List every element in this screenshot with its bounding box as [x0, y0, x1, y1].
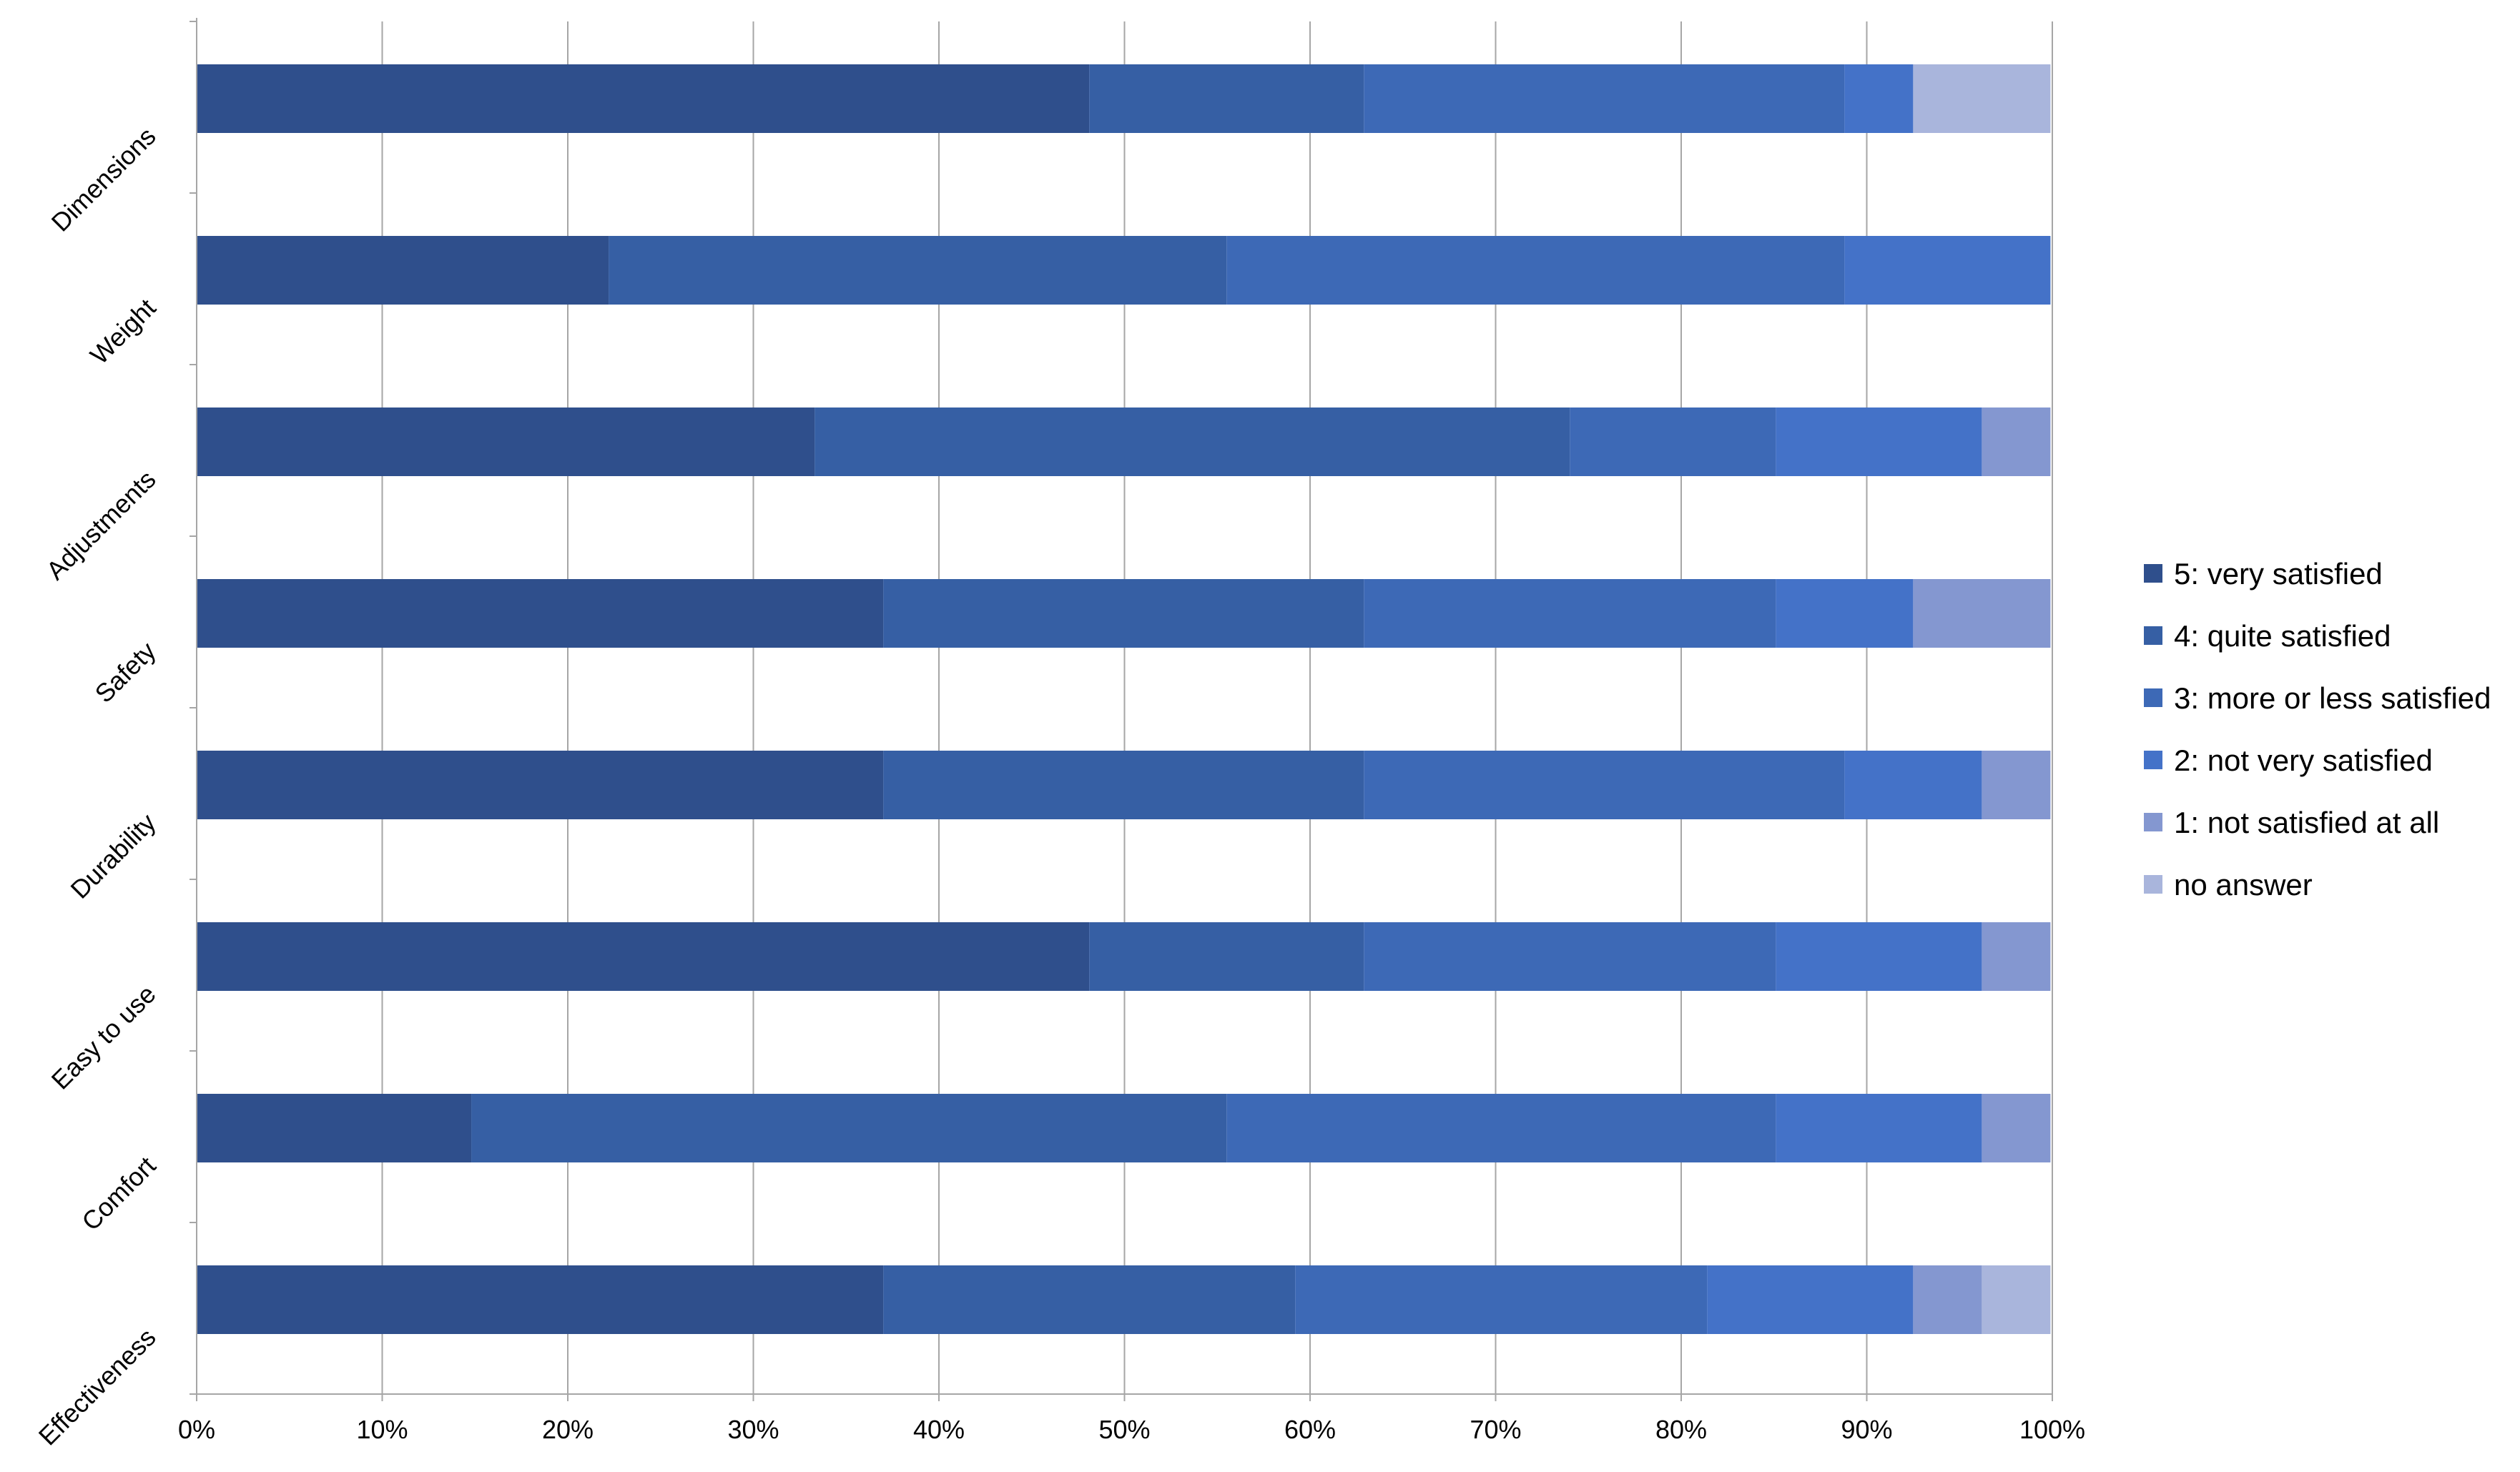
bar-dimensions-series-1 [197, 64, 1090, 133]
bar-durability-series-3 [1364, 751, 1845, 819]
bar-dimensions-series-3 [1364, 64, 1845, 133]
axes: 0% 10% 20% 30% 40% 50% 60% 70% 80% 90% 100% Dimensi… [33, 18, 2085, 1451]
legend-label: 3: more or less satisfied [2174, 681, 2491, 715]
x-tick-label: 60% [1284, 1415, 1336, 1444]
bar-effectiveness-series-6 [1982, 1265, 2051, 1334]
category-label: Dimensions [46, 122, 162, 237]
legend-label: 5: very satisfied [2174, 557, 2383, 591]
legend-label: 4: quite satisfied [2174, 619, 2391, 653]
bar-weight-series-3 [1226, 236, 1845, 305]
legend-swatch [2144, 564, 2162, 583]
bar-weight-series-1 [197, 236, 609, 305]
bar-easy-to-use-series-3 [1364, 922, 1776, 991]
legend: 5: very satisfied 4: quite satisfied 3: mo… [2144, 557, 2491, 902]
bar-comfort-series-4 [1776, 1094, 1982, 1162]
legend-swatch [2144, 813, 2162, 831]
category-label: Durability [65, 808, 162, 904]
bar-effectiveness-series-1 [197, 1265, 884, 1334]
legend-label: 1: not satisfied at all [2174, 806, 2439, 839]
legend-label: 2: not very satisfied [2174, 744, 2433, 777]
legend-swatch [2144, 688, 2162, 707]
bar-comfort-series-3 [1226, 1094, 1776, 1162]
bar-safety-series-4 [1776, 579, 1914, 648]
category-label: Comfort [76, 1151, 162, 1237]
x-tick-label: 20% [542, 1415, 594, 1444]
bar-safety-series-3 [1364, 579, 1776, 648]
bar-safety-series-2 [883, 579, 1364, 648]
bar-adjustments-series-5 [1982, 407, 2051, 476]
bar-adjustments-series-2 [814, 407, 1570, 476]
x-tick-label: 40% [913, 1415, 965, 1444]
bar-dimensions-series-4 [1844, 64, 1914, 133]
bar-effectiveness-series-3 [1295, 1265, 1708, 1334]
bar-effectiveness-series-2 [883, 1265, 1296, 1334]
legend-swatch [2144, 875, 2162, 894]
bar-comfort-series-2 [471, 1094, 1227, 1162]
bar-weight-series-2 [609, 236, 1227, 305]
bar-easy-to-use-series-2 [1089, 922, 1364, 991]
bar-adjustments-series-3 [1570, 407, 1776, 476]
bar-dimensions-series-6 [1913, 64, 2051, 133]
x-tick-label: 70% [1470, 1415, 1521, 1444]
bar-adjustments-series-1 [197, 407, 815, 476]
bar-easy-to-use-series-5 [1982, 922, 2051, 991]
bar-adjustments-series-4 [1776, 407, 1982, 476]
bar-effectiveness-series-4 [1707, 1265, 1914, 1334]
bar-safety-series-1 [197, 579, 884, 648]
bar-durability-series-5 [1982, 751, 2051, 819]
gridlines [381, 21, 2053, 1394]
bar-easy-to-use-series-1 [197, 922, 1090, 991]
bars [197, 64, 2051, 1334]
legend-swatch [2144, 626, 2162, 645]
category-label: Weight [84, 293, 162, 370]
x-tick-label: 90% [1841, 1415, 1892, 1444]
bar-durability-series-4 [1844, 751, 1982, 819]
bar-safety-series-5 [1913, 579, 2051, 648]
x-tick-label: 0% [178, 1415, 215, 1444]
legend-swatch [2144, 751, 2162, 769]
bar-durability-series-1 [197, 751, 884, 819]
bar-weight-series-4 [1844, 236, 2051, 305]
x-tick-label: 30% [727, 1415, 779, 1444]
x-tick-label: 100% [2019, 1415, 2085, 1444]
bar-comfort-series-5 [1982, 1094, 2051, 1162]
bar-dimensions-series-2 [1089, 64, 1364, 133]
bar-durability-series-2 [883, 751, 1364, 819]
bar-effectiveness-series-5 [1913, 1265, 1982, 1334]
bar-comfort-series-1 [197, 1094, 472, 1162]
x-tick-label: 10% [356, 1415, 408, 1444]
category-label: Easy to use [46, 979, 162, 1095]
x-tick-label: 50% [1098, 1415, 1150, 1444]
x-tick-label: 80% [1655, 1415, 1707, 1444]
category-label: Effectiveness [33, 1323, 162, 1451]
category-label: Adjustments [41, 465, 162, 586]
bar-easy-to-use-series-4 [1776, 922, 1982, 991]
legend-label: no answer [2174, 868, 2313, 902]
category-label: Safety [89, 636, 161, 708]
